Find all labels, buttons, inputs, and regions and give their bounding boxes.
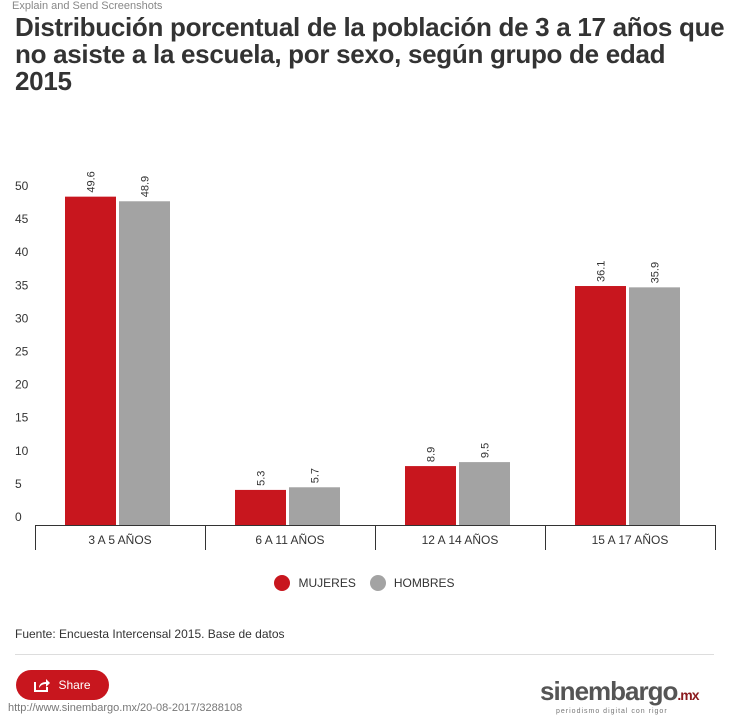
y-tick-label: 35 <box>15 278 29 292</box>
y-tick-label: 45 <box>15 212 29 226</box>
bar-mujeres <box>405 466 456 525</box>
y-tick-label: 10 <box>15 444 29 458</box>
bar-hombres <box>119 201 170 526</box>
y-tick-label: 15 <box>15 411 29 425</box>
x-tick-label: 6 A 11 AÑOS <box>255 533 324 547</box>
source-note: Fuente: Encuesta Intercensal 2015. Base … <box>15 627 285 641</box>
share-icon <box>34 679 51 692</box>
data-label: 36.1 <box>596 261 608 282</box>
legend-marker <box>369 575 386 591</box>
bar-chart: 0 5 10 15 20 25 30 35 40 45 50 3 A 5 AÑOS 49.6 48.9 6 … <box>15 171 716 550</box>
legend-item-hombres[interactable]: HOMBRES <box>369 575 455 591</box>
data-label: 48.9 <box>140 176 152 197</box>
x-tick-label: 12 A 14 AÑOS <box>422 533 499 547</box>
bar-mujeres <box>575 286 626 525</box>
y-tick-label: 20 <box>15 378 29 392</box>
y-tick-label: 0 <box>15 510 22 524</box>
chart-subtitle: 2015 <box>15 66 72 96</box>
bar-mujeres <box>235 489 286 525</box>
y-tick-label: 50 <box>15 179 29 193</box>
watermark: Explain and Send Screenshots <box>12 0 163 12</box>
data-label: 35.9 <box>650 262 662 283</box>
sinembargo-logo: sinembargo.mx periodismo digital con rigo… <box>540 676 700 715</box>
bar-hombres <box>289 487 340 525</box>
data-label: 9.5 <box>480 443 492 458</box>
divider <box>15 654 714 655</box>
chart-title: Distribución porcentual de la población … <box>15 12 725 96</box>
data-label: 5.3 <box>256 471 268 486</box>
bar-hombres <box>629 287 680 525</box>
y-tick-label: 5 <box>15 477 22 491</box>
bar-mujeres <box>65 196 116 525</box>
x-tick-label: 15 A 17 AÑOS <box>592 533 669 547</box>
legend-marker <box>274 575 291 591</box>
data-label: 49.6 <box>86 171 98 192</box>
url-text: http://www.sinembargo.mx/20-08-2017/3288… <box>8 702 243 714</box>
data-label: 8.9 <box>426 447 438 462</box>
y-tick-label: 30 <box>15 311 29 325</box>
y-tick-label: 40 <box>15 245 29 259</box>
bar-hombres <box>459 462 510 525</box>
data-label: 5.7 <box>310 468 322 483</box>
y-tick-label: 25 <box>15 345 29 359</box>
share-button[interactable]: Share <box>16 670 109 700</box>
legend-item-mujeres[interactable]: MUJERES <box>274 575 356 591</box>
legend: MUJERES HOMBRES <box>0 575 729 591</box>
x-tick-label: 3 A 5 AÑOS <box>88 533 151 547</box>
